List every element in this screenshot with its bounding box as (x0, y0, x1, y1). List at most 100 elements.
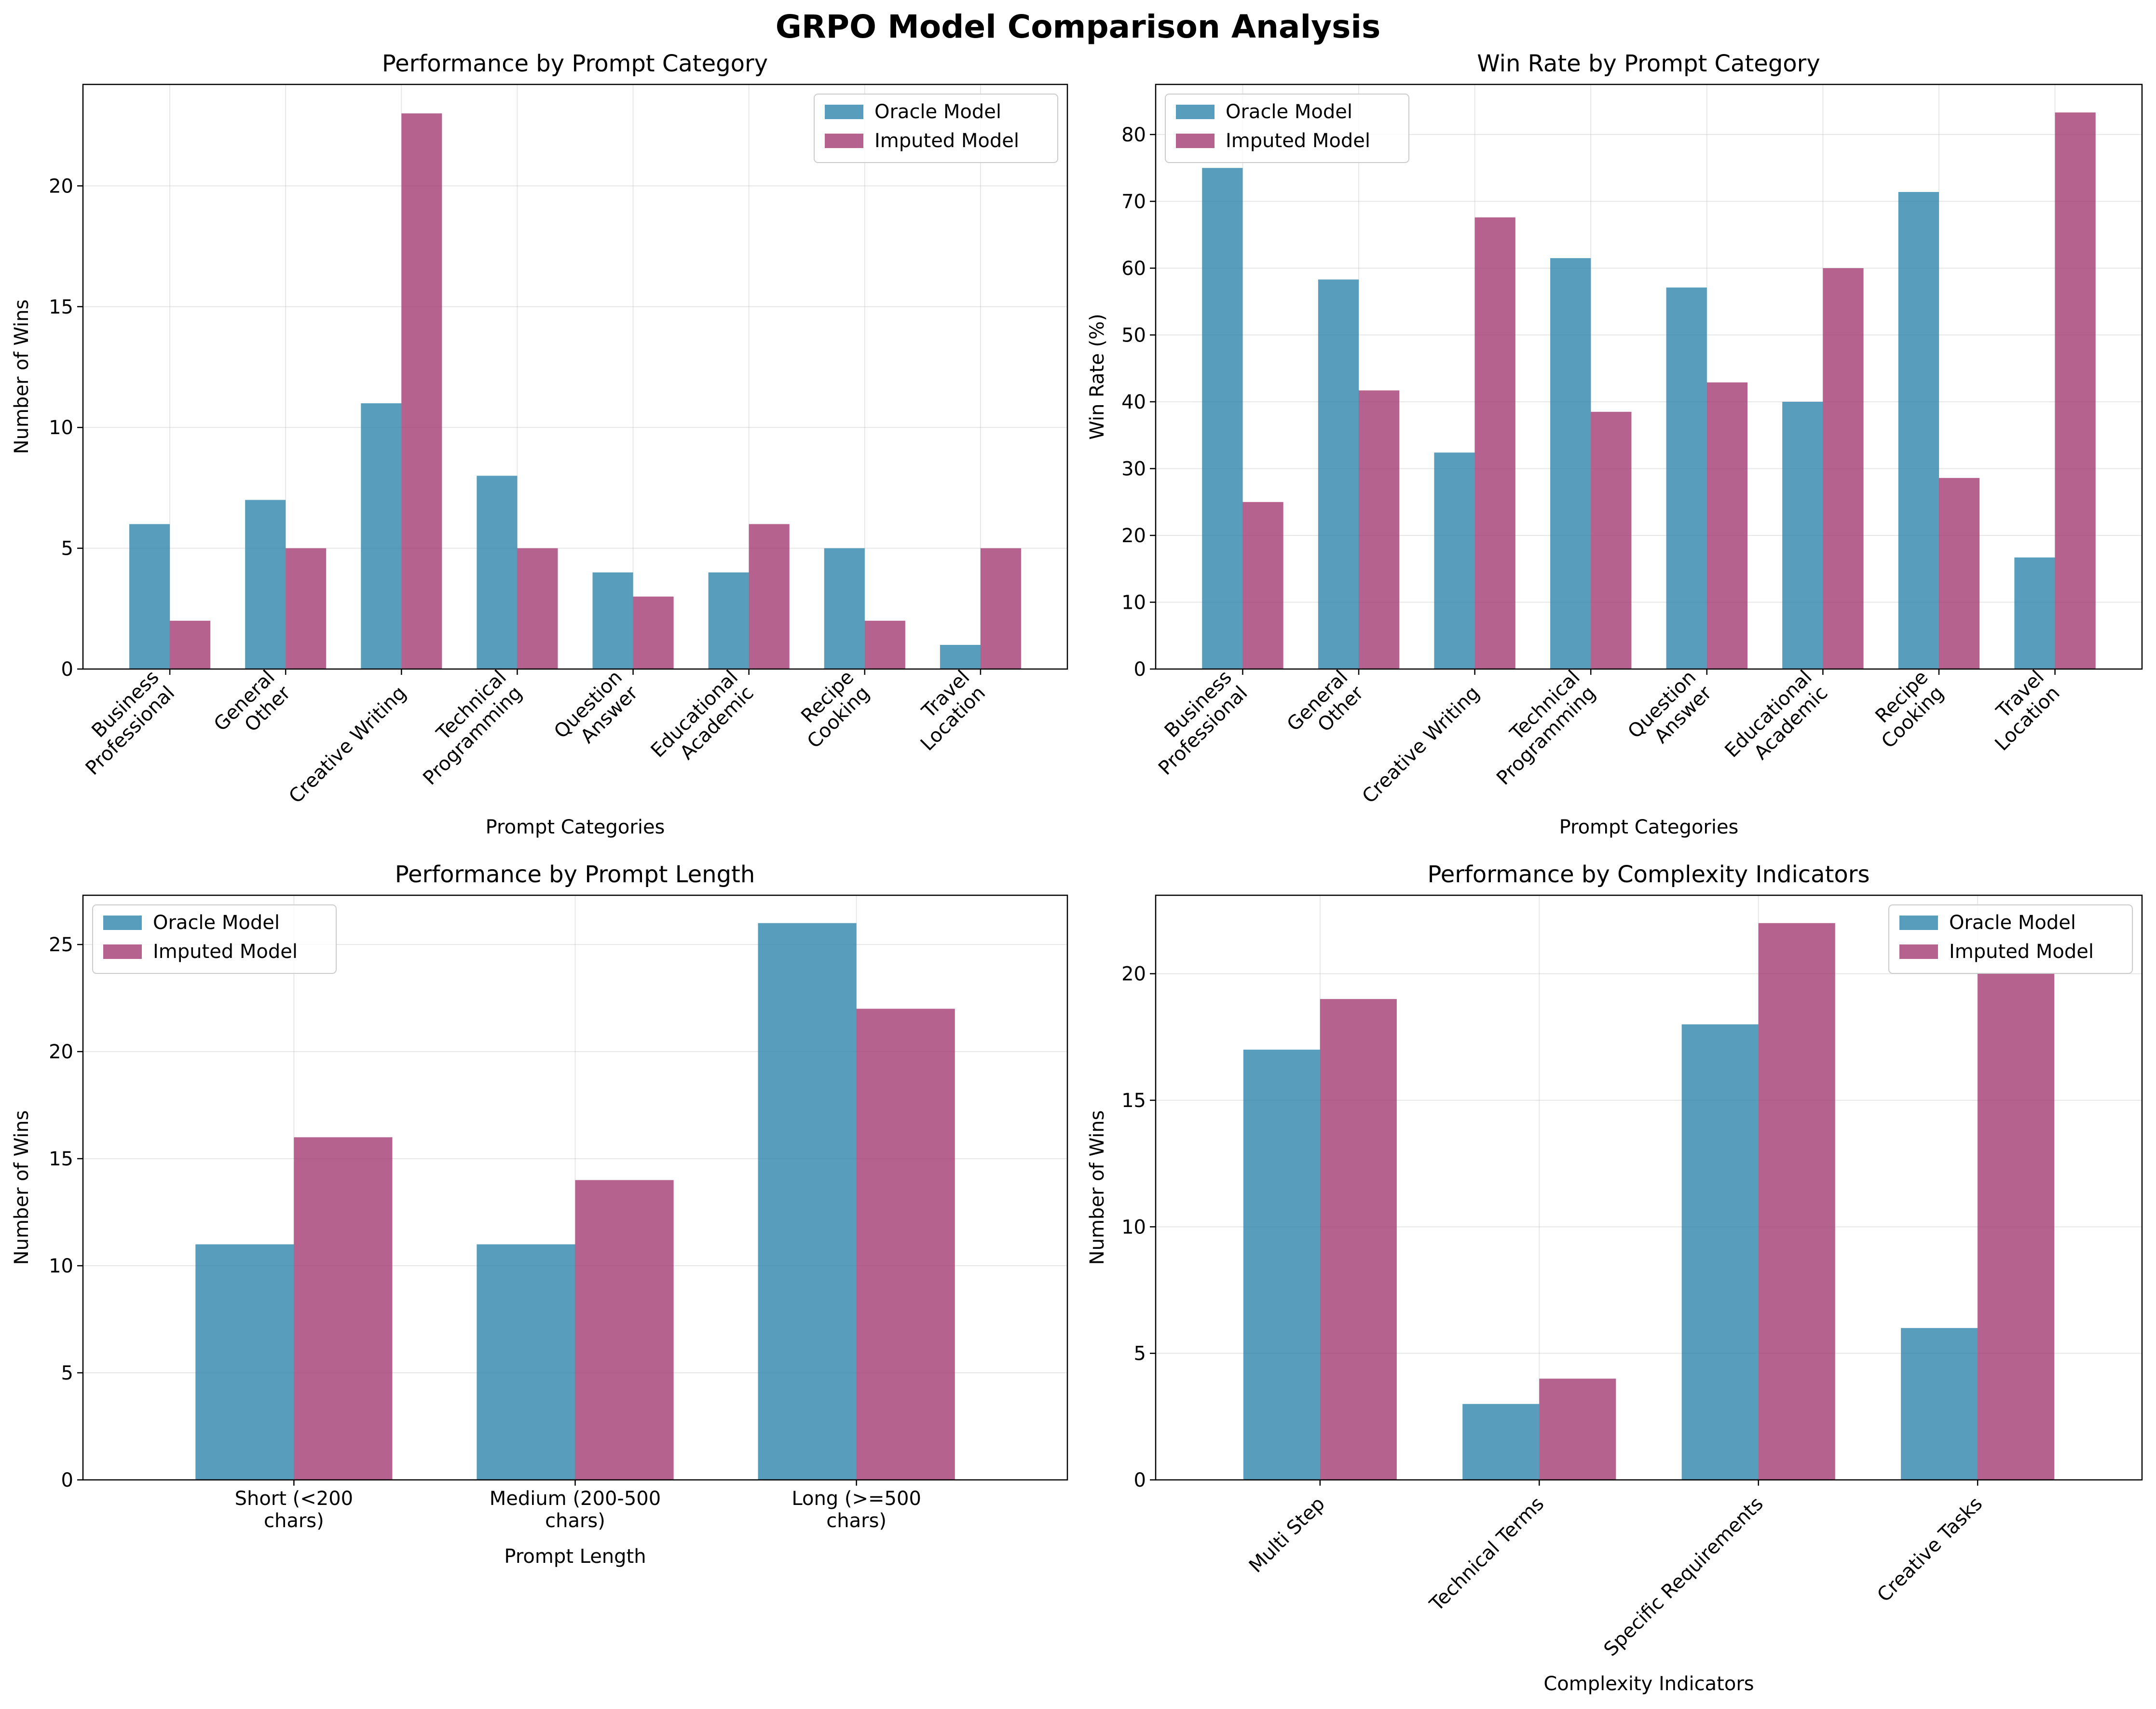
x-tick-label: Medium (200-500 chars) (490, 1488, 661, 1532)
y-axis-label: Number of Wins (11, 1110, 33, 1265)
axes-frame (82, 83, 1068, 670)
figure-title: GRPO Model Comparison Analysis (776, 8, 1381, 45)
bar-imputed (1539, 1379, 1616, 1480)
legend: Oracle Model Imputed Model (92, 904, 337, 974)
y-axis-label: Win Rate (%) (1086, 314, 1108, 440)
bar-imputed (575, 1180, 674, 1480)
bar-oracle (1782, 401, 1823, 669)
legend: Oracle Model Imputed Model (814, 94, 1058, 163)
chart-panel-3: 0 5 10 15 20 25 Short (<200 chars) Medium (200-5… (11, 861, 1068, 1568)
bar-imputed (1320, 999, 1397, 1480)
bar-oracle (2014, 557, 2055, 669)
bar-imputed (1823, 268, 1864, 669)
legend-label: Oracle Model (153, 912, 280, 934)
y-tick-label: 60 (1121, 258, 1146, 280)
bar-oracle (1550, 258, 1591, 669)
legend-box (1888, 904, 2133, 974)
y-tick-label: 20 (1121, 525, 1146, 547)
legend: Oracle Model Imputed Model (1165, 94, 1409, 163)
y-tick-label: 80 (1121, 124, 1146, 146)
x-axis-label: Prompt Categories (1559, 816, 1739, 838)
bar-imputed (2055, 112, 2096, 669)
bar-oracle (1462, 1404, 1540, 1480)
bar-oracle (477, 1244, 575, 1480)
bar-oracle (1898, 192, 1939, 669)
bar-imputed (633, 596, 674, 669)
y-tick-label: 10 (1121, 1216, 1146, 1238)
bar-imputed (864, 620, 905, 669)
chart-title: Performance by Prompt Category (382, 50, 768, 77)
bar-imputed (1242, 502, 1283, 669)
y-tick-label: 15 (1121, 1090, 1146, 1112)
bar-imputed (1706, 382, 1747, 669)
y-tick-label: 5 (1134, 1343, 1146, 1365)
legend-box (1165, 94, 1409, 163)
y-axis-label: Number of Wins (1086, 1110, 1108, 1265)
x-tick-label: Long (>=500 chars) (791, 1488, 921, 1532)
legend-swatch-imputed (1899, 944, 1938, 959)
bar-oracle (1434, 452, 1475, 669)
chart-title: Performance by Prompt Length (395, 861, 755, 888)
y-tick-label: 0 (61, 1469, 73, 1491)
y-tick-label: 0 (61, 658, 73, 681)
bar-imputed (1359, 390, 1400, 669)
chart-title: Win Rate by Prompt Category (1477, 50, 1820, 77)
x-tick-label: Short (<200 chars) (235, 1488, 354, 1532)
legend-swatch-oracle (1176, 105, 1214, 119)
legend-label: Oracle Model (1949, 912, 2076, 934)
bar-imputed (749, 524, 790, 669)
bar-oracle (940, 644, 981, 669)
y-tick-label: 50 (1121, 324, 1146, 346)
y-axis-label: Number of Wins (11, 300, 33, 454)
y-tick-label: 10 (49, 417, 73, 439)
bar-imputed (1938, 478, 1980, 669)
y-tick-label: 25 (49, 934, 73, 956)
y-tick-label: 40 (1121, 391, 1146, 413)
y-tick-label: 20 (49, 175, 73, 197)
y-tick-label: 5 (61, 538, 73, 560)
legend-label: Imputed Model (1949, 941, 2094, 963)
bar-imputed (294, 1137, 393, 1480)
legend-swatch-oracle (1899, 916, 1938, 930)
legend-label: Imputed Model (874, 130, 1019, 152)
bar-oracle (477, 476, 518, 669)
bar-oracle (1681, 1024, 1759, 1480)
legend-swatch-imputed (103, 944, 142, 959)
bar-oracle (708, 572, 749, 669)
x-axis-label: Complexity Indicators (1543, 1673, 1754, 1695)
bar-oracle (129, 524, 170, 669)
bar-oracle (592, 572, 633, 669)
y-tick-label: 15 (49, 296, 73, 318)
bar-imputed (1591, 411, 1632, 669)
bar-imputed (401, 113, 442, 670)
y-tick-label: 15 (49, 1148, 73, 1170)
y-tick-label: 5 (61, 1362, 73, 1384)
y-tick-label: 70 (1121, 191, 1146, 213)
legend-label: Imputed Model (1226, 130, 1370, 152)
bar-imputed (1758, 923, 1835, 1480)
axes-frame (1155, 83, 2143, 670)
axes-frame (1155, 894, 2143, 1481)
bar-oracle (1202, 168, 1243, 670)
legend-label: Oracle Model (1226, 101, 1352, 123)
legend-label: Imputed Model (153, 941, 298, 963)
bar-oracle (1318, 279, 1359, 669)
bar-imputed (1474, 217, 1515, 669)
y-tick-label: 0 (1134, 658, 1146, 681)
legend-swatch-imputed (825, 134, 863, 148)
legend-swatch-oracle (825, 105, 863, 119)
x-axis-label: Prompt Categories (486, 816, 665, 838)
bar-imputed (286, 548, 327, 669)
legend-swatch-oracle (103, 916, 142, 930)
legend-box (92, 904, 337, 974)
legend-label: Oracle Model (874, 101, 1001, 123)
legend-swatch-imputed (1176, 134, 1214, 148)
bar-oracle (1901, 1328, 1978, 1480)
bar-oracle (824, 548, 865, 669)
legend: Oracle Model Imputed Model (1888, 904, 2133, 974)
bar-imputed (1978, 973, 2055, 1480)
bar-imputed (856, 1009, 955, 1480)
bar-oracle (361, 403, 402, 669)
x-axis-label: Prompt Length (504, 1545, 646, 1568)
